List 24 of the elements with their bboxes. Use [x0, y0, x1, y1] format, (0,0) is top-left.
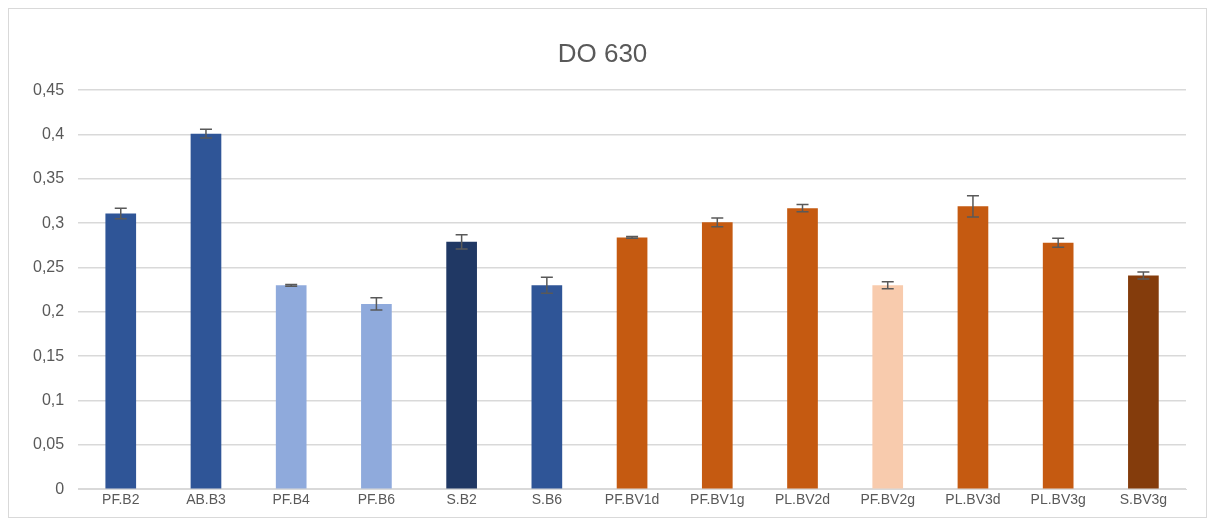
chart-title: DO 630	[557, 37, 648, 68]
y-tick-label: 0,4	[41, 124, 65, 142]
x-tick-label: PL.BV3g	[1030, 491, 1086, 508]
x-tick-label: PF.B6	[357, 491, 396, 508]
x-tick-label: PF.BV1d	[604, 491, 660, 508]
y-tick-label: 0,35	[33, 169, 65, 187]
x-tick-label: S.BV3g	[1119, 491, 1168, 508]
y-tick-label: 0,2	[41, 302, 65, 320]
y-tick-label: 0	[55, 479, 65, 497]
x-tick-label: S.B6	[531, 491, 563, 508]
x-tick-label: PF.B4	[272, 491, 311, 508]
x-tick-label: PL.BV2d	[774, 491, 831, 508]
y-tick-label: 0,05	[33, 435, 65, 453]
x-tick-label: PF.BV2g	[860, 491, 915, 508]
x-tick-label: AB.B3	[186, 491, 227, 508]
x-tick-label: PF.B2	[102, 491, 140, 508]
y-tick-label: 0,45	[33, 80, 65, 98]
x-tick-label: PF.BV1g	[690, 491, 745, 508]
y-tick-label: 0,25	[33, 257, 65, 275]
x-tick-label: PL.BV3d	[945, 491, 1001, 508]
y-tick-label: 0,15	[33, 346, 65, 364]
y-tick-label: 0,3	[41, 213, 65, 231]
y-tick-label: 0,1	[41, 390, 65, 408]
x-tick-label: S.B2	[446, 491, 478, 508]
